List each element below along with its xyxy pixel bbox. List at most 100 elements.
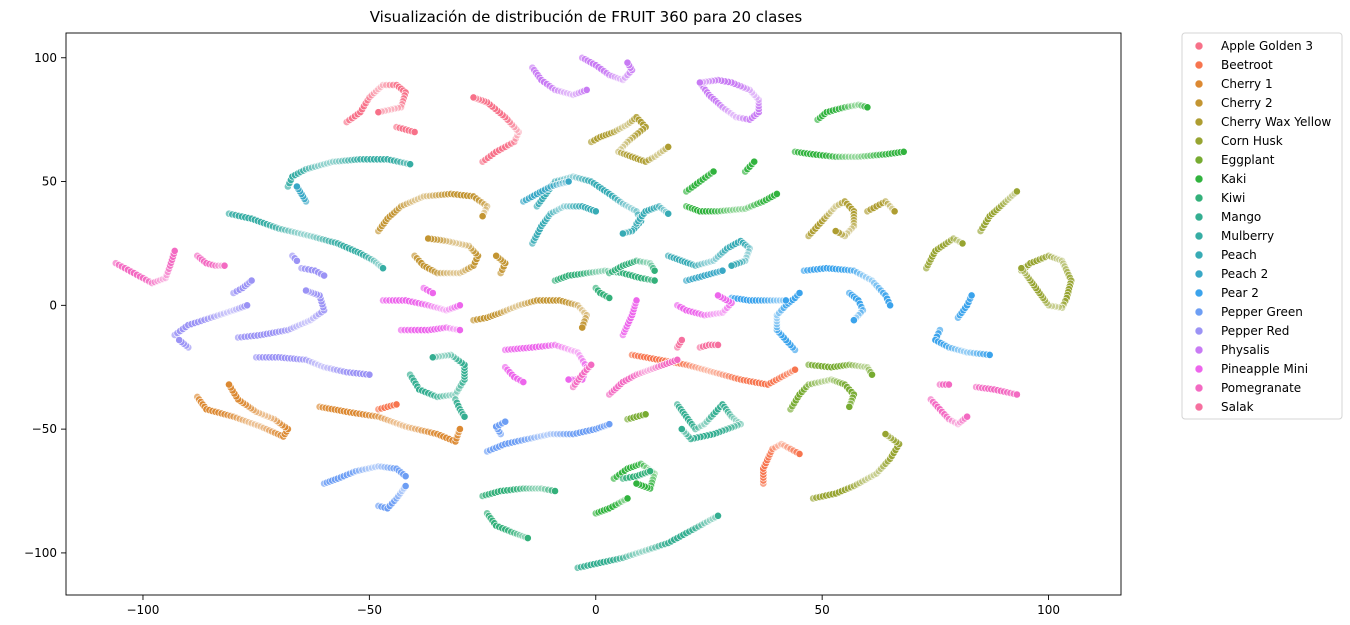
data-point <box>773 296 781 305</box>
data-point <box>305 164 313 173</box>
data-point <box>582 86 591 94</box>
legend-label: Pear 2 <box>1221 286 1259 300</box>
data-point <box>623 494 632 503</box>
data-point <box>320 271 328 280</box>
legend: Apple Golden 3 Beetroot Cherry 1 Cherry 2 Ch… <box>1181 32 1343 420</box>
legend-label: Cherry 1 <box>1221 77 1273 91</box>
data-point <box>848 361 857 370</box>
data-point <box>458 240 467 249</box>
data-point <box>566 90 574 98</box>
data-point <box>709 310 718 318</box>
data-point <box>881 197 890 206</box>
data-point <box>881 430 890 438</box>
data-point <box>714 340 722 349</box>
data-point <box>773 311 781 320</box>
data-point <box>320 363 328 372</box>
data-point <box>850 222 858 230</box>
data-point <box>985 350 994 359</box>
data-point <box>718 266 727 275</box>
data-point <box>226 307 235 316</box>
data-point <box>461 241 470 250</box>
data-point <box>439 305 448 314</box>
data-point <box>732 205 740 214</box>
data-point <box>281 226 290 234</box>
data-point <box>714 511 722 520</box>
data-point <box>697 364 706 373</box>
data-point <box>945 343 953 352</box>
data-point <box>694 364 703 372</box>
series-peach <box>528 172 754 270</box>
data-point <box>527 434 535 443</box>
data-point <box>404 423 413 432</box>
data-point <box>591 207 600 216</box>
data-point <box>951 345 959 353</box>
data-point <box>703 310 712 319</box>
data-point <box>748 88 756 97</box>
data-point <box>407 424 416 432</box>
data-point <box>791 365 799 374</box>
data-point <box>250 420 259 429</box>
legend-marker <box>1194 288 1204 298</box>
data-point <box>700 365 709 374</box>
data-point <box>886 202 894 211</box>
data-point <box>365 370 374 379</box>
data-point <box>691 261 700 270</box>
data-point <box>605 293 614 302</box>
data-point <box>632 479 641 488</box>
series-cherry-wax-yellow <box>587 113 899 240</box>
data-point <box>309 314 318 323</box>
data-point <box>433 303 442 312</box>
data-point <box>576 303 584 312</box>
data-point <box>578 306 587 315</box>
data-point <box>419 192 428 201</box>
data-point <box>700 311 709 320</box>
legend-marker <box>1194 231 1204 241</box>
legend-item-pomegranate: Pomegranate <box>1194 381 1301 395</box>
series-salak <box>673 336 722 352</box>
legend-item-pineapple-mini: Pineapple Mini <box>1194 362 1308 376</box>
data-point <box>522 484 531 493</box>
series-corn-husk <box>809 187 1076 503</box>
data-point <box>428 289 437 297</box>
data-point <box>718 103 727 112</box>
data-point <box>287 227 296 236</box>
data-point <box>703 366 712 375</box>
data-point <box>320 160 328 169</box>
legend-item-kiwi: Kiwi <box>1194 191 1245 205</box>
data-point <box>872 469 881 478</box>
data-point <box>323 159 331 168</box>
data-point <box>723 206 731 215</box>
legend-marker <box>1194 155 1204 165</box>
data-point <box>395 420 404 429</box>
series-apple-golden-3 <box>342 81 523 166</box>
data-point <box>899 147 908 156</box>
data-point <box>392 400 401 409</box>
data-point <box>554 86 562 95</box>
data-point <box>817 377 826 386</box>
legend-label: Corn Husk <box>1221 134 1283 148</box>
data-point <box>555 180 564 188</box>
data-point <box>697 260 706 268</box>
data-point <box>656 148 664 157</box>
legend-label: Mulberry <box>1221 229 1274 243</box>
data-point <box>822 212 831 221</box>
data-point <box>724 107 732 116</box>
series-peach-2 <box>292 177 727 285</box>
series-kaki <box>591 100 908 518</box>
x-tick-label: 0 <box>592 603 600 617</box>
data-point <box>827 207 836 216</box>
data-point <box>700 420 709 429</box>
data-point <box>850 316 858 325</box>
legend-marker <box>1194 212 1204 222</box>
data-point <box>440 351 449 360</box>
data-point <box>551 86 559 94</box>
legend-label: Pepper Red <box>1221 324 1289 338</box>
legend-label: Kaki <box>1221 172 1246 186</box>
legend-label: Cherry 2 <box>1221 96 1273 110</box>
data-point <box>232 413 241 422</box>
data-point <box>241 417 250 425</box>
data-point <box>443 351 452 360</box>
data-point <box>1017 264 1026 273</box>
data-point <box>738 205 747 213</box>
data-point <box>528 484 537 493</box>
